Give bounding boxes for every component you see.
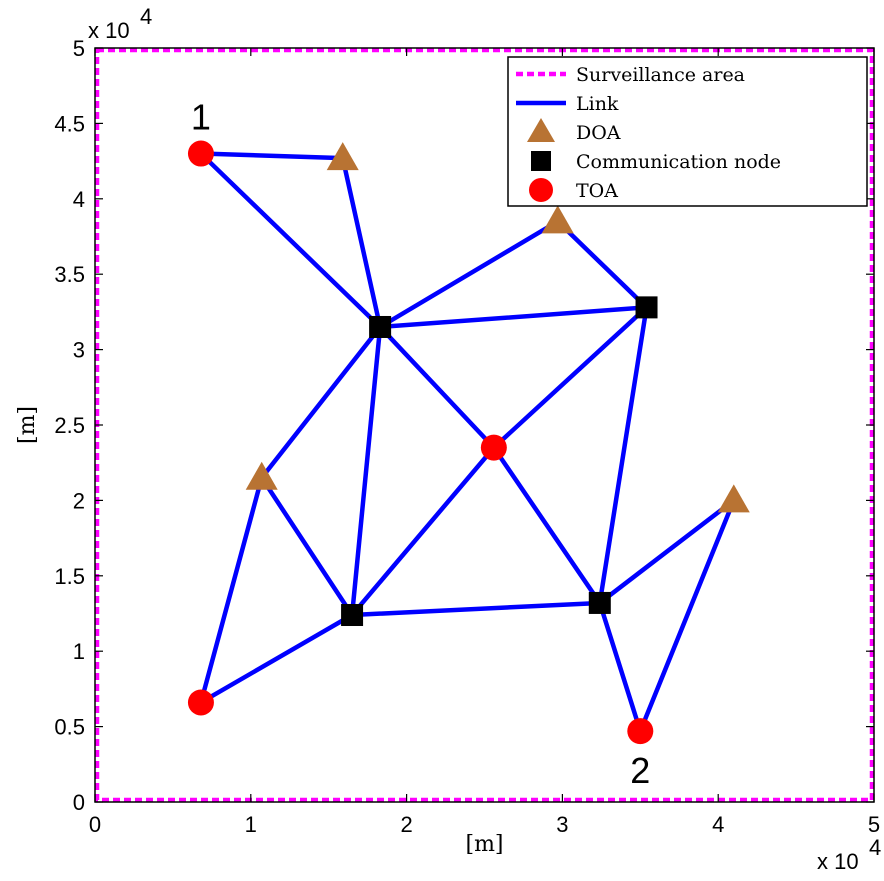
legend-label: DOA — [576, 122, 621, 144]
link-line — [377, 324, 497, 450]
communication-node-marker — [635, 296, 658, 319]
legend: Surveillance area Link DOA Communication no… — [507, 56, 868, 207]
x-axis-multiplier-exponent: 4 — [869, 835, 881, 860]
link-line — [349, 445, 497, 618]
link-line — [597, 305, 649, 606]
toa-marker — [627, 718, 654, 745]
y-tick-label: 3 — [73, 338, 85, 363]
link-line — [198, 612, 355, 705]
link-line — [638, 498, 737, 734]
legend-label: Communication node — [576, 151, 781, 173]
x-tick-label: 3 — [556, 812, 568, 837]
link-line — [555, 219, 649, 310]
link-line — [491, 305, 649, 450]
x-axis-label: [m] — [465, 832, 503, 857]
legend-swatch-communication-node — [531, 151, 551, 171]
annotation-label: 2 — [630, 750, 650, 791]
doa-marker — [245, 461, 278, 490]
link-line — [491, 445, 603, 606]
legend-swatch-doa — [527, 118, 555, 142]
nodes-layer — [187, 140, 750, 745]
y-tick-label: 2 — [73, 488, 85, 513]
x-tick-label: 4 — [712, 812, 724, 837]
toa-marker — [480, 434, 507, 461]
y-tick-label: 3.5 — [54, 262, 85, 287]
y-tick-label: 1 — [73, 639, 85, 664]
y-axis-multiplier-exponent: 4 — [140, 4, 152, 29]
y-tick-label: 2.5 — [54, 413, 85, 438]
communication-node-marker — [341, 604, 364, 627]
x-tick-label: 1 — [245, 812, 257, 837]
doa-marker — [326, 142, 359, 171]
annotation-label: 1 — [191, 97, 211, 138]
link-line — [198, 475, 264, 705]
y-axis-label: [m] — [15, 406, 40, 444]
legend-box — [507, 56, 868, 207]
toa-marker — [187, 140, 214, 167]
communication-node-marker — [588, 591, 611, 614]
y-tick-label: 5 — [73, 36, 85, 61]
link-line — [349, 600, 603, 618]
link-line — [259, 475, 355, 618]
link-line — [198, 151, 345, 161]
doa-marker — [717, 484, 750, 513]
y-tick-label: 0 — [73, 790, 85, 815]
link-line — [349, 324, 383, 618]
toa-marker — [187, 689, 214, 716]
link-line — [377, 305, 649, 330]
link-line — [259, 324, 383, 481]
y-tick-label: 4.5 — [54, 111, 85, 136]
link-line — [340, 155, 383, 330]
links-layer — [198, 151, 737, 734]
y-tick-label: 1.5 — [54, 564, 85, 589]
link-line — [597, 600, 643, 734]
x-tick-label: 2 — [400, 812, 412, 837]
y-axis-multiplier: x 10 — [88, 18, 130, 43]
legend-label: Surveillance area — [576, 64, 745, 86]
annotations-layer: 12 — [191, 97, 650, 792]
communication-node-marker — [369, 315, 392, 338]
axes-layer: 0 1 2 3 4 500.511.522.533.544.55[m][m]x 104x … — [15, 4, 881, 874]
legend-swatch-toa — [529, 178, 553, 202]
link-line — [377, 219, 560, 330]
doa-marker — [541, 205, 574, 234]
link-line — [597, 498, 737, 606]
y-tick-label: 4 — [73, 187, 85, 212]
x-tick-label: 0 — [89, 812, 101, 837]
link-line — [198, 151, 383, 330]
x-tick-label: 5 — [868, 812, 880, 837]
legend-label: TOA — [576, 180, 618, 202]
legend-label: Link — [576, 93, 619, 115]
y-tick-label: 0.5 — [54, 715, 85, 740]
x-axis-multiplier: x 10 — [817, 849, 859, 874]
